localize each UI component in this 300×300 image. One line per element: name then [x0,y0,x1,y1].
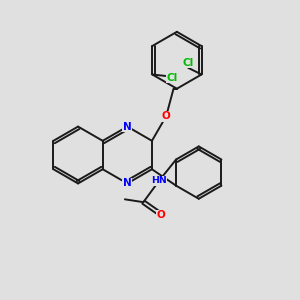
Text: Cl: Cl [167,73,178,83]
Text: Cl: Cl [182,58,194,68]
Text: N: N [123,178,132,188]
Text: O: O [157,211,165,220]
Text: HN: HN [151,176,167,185]
Text: O: O [162,111,170,121]
Text: N: N [123,122,132,132]
